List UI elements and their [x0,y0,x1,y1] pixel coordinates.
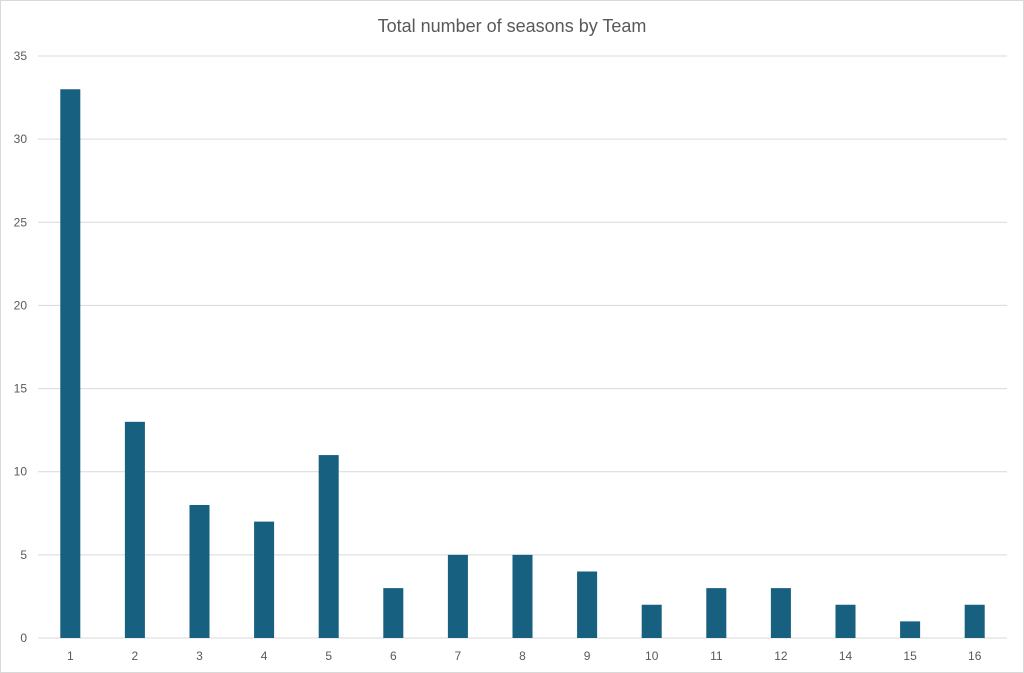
bar-8 [512,554,533,638]
bar-4 [254,521,275,638]
bars [60,89,985,638]
gridlines [38,55,1007,639]
bar-11 [706,588,727,638]
x-tick-label: 12 [774,649,788,663]
chart-title: Total number of seasons by Team [377,16,647,36]
y-tick-label: 0 [20,631,27,645]
x-tick-label: 3 [196,649,203,663]
x-tick-label: 7 [455,649,462,663]
y-tick-label: 15 [14,382,28,396]
y-tick-label: 5 [20,548,27,562]
x-tick-label: 9 [584,649,591,663]
bar-2 [124,421,145,638]
bar-3 [189,504,210,638]
x-tick-label: 15 [903,649,917,663]
x-tick-label: 1 [67,649,74,663]
y-tick-label: 10 [14,465,28,479]
y-tick-label: 20 [14,298,28,312]
bar-9 [577,571,598,638]
bar-15 [900,621,921,638]
bar-5 [318,455,339,638]
bar-12 [770,588,791,638]
x-tick-label: 6 [390,649,397,663]
x-tick-label: 2 [132,649,139,663]
x-tick-label: 4 [261,649,268,663]
y-axis-ticks: 0 5 10 15 20 25 30 35 [14,49,28,645]
bar-6 [383,588,404,638]
x-tick-label: 8 [519,649,526,663]
x-tick-label: 10 [645,649,659,663]
x-tick-label: 14 [839,649,853,663]
x-tick-label: 16 [968,649,982,663]
x-tick-label: 5 [325,649,332,663]
bar-10 [641,604,662,638]
bar-7 [447,554,468,638]
y-tick-label: 30 [14,132,28,146]
y-tick-label: 25 [14,215,28,229]
bar-14 [835,604,856,638]
bar-16 [964,604,985,638]
x-axis-ticks: 1 2 3 4 5 6 7 8 9 10 11 12 14 15 16 [67,649,982,663]
x-tick-label: 11 [710,649,723,663]
bar-1 [60,89,81,638]
y-tick-label: 35 [14,49,28,63]
